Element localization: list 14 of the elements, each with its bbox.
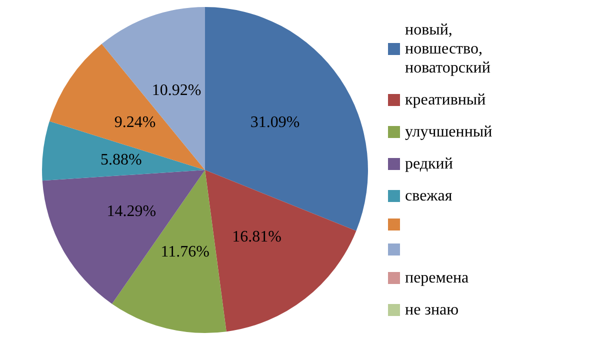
legend-label: креативный	[405, 92, 486, 108]
legend-label: свежая	[405, 188, 453, 204]
data-label: 14.29%	[106, 203, 156, 220]
legend-label: не знаю	[405, 302, 459, 318]
legend-label: перемена	[405, 270, 469, 286]
legend-label: редкий	[405, 156, 454, 172]
data-label: 11.76%	[160, 244, 210, 261]
data-label: 16.81%	[232, 228, 282, 246]
data-label: 31.09%	[250, 114, 300, 132]
data-label: 9.24%	[114, 114, 156, 132]
legend-label: улучшенный	[405, 124, 493, 140]
legend-label: новый, новшество, новаторский	[405, 22, 491, 76]
data-label: 5.88%	[100, 151, 142, 168]
data-label: 10.92%	[152, 82, 202, 99]
